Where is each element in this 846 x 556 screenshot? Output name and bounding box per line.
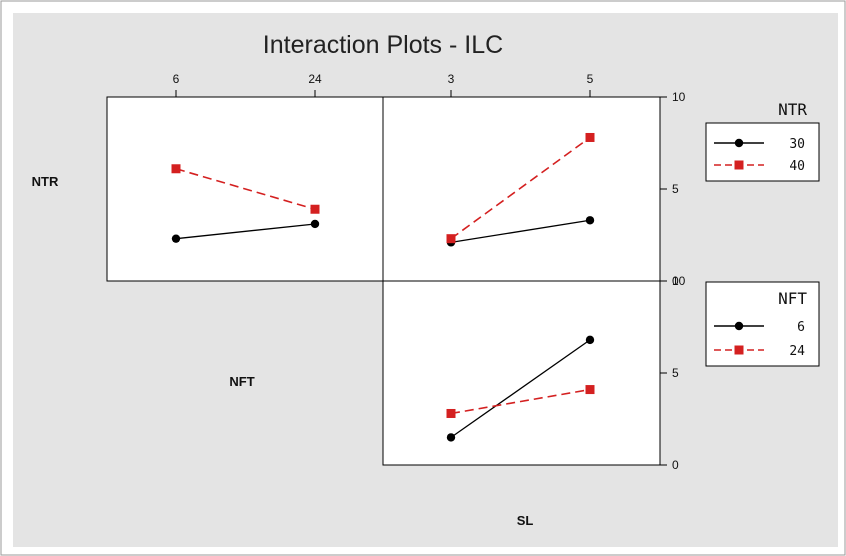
legend-marker-6	[734, 321, 744, 331]
data-point	[585, 385, 595, 395]
legend-label-30: 30	[789, 137, 805, 152]
x-tick-label-SL: 3	[448, 72, 455, 86]
series-line-24	[450, 388, 591, 415]
data-point	[585, 335, 595, 345]
legend-title: NTR	[778, 100, 807, 119]
legend-NTR: NTR 30 40	[705, 100, 820, 182]
factor-labels-layer: NTR NFT SL	[32, 174, 534, 528]
y-tick-label-bottom: 0	[672, 458, 679, 472]
x-tick-label-NFT: 6	[173, 72, 180, 86]
factor-label-SL: SL	[517, 513, 534, 528]
y-tick-label-top: 5	[672, 182, 679, 196]
data-point	[310, 204, 320, 214]
legend-title: NFT	[778, 289, 807, 308]
legend-label-40: 40	[789, 159, 805, 174]
legend-marker-24	[734, 345, 744, 355]
legend-marker-40	[734, 160, 744, 170]
chart-title: Interaction Plots - ILC	[263, 31, 503, 59]
factor-label-NTR: NTR	[32, 174, 59, 189]
panels-layer	[106, 96, 661, 466]
data-point	[446, 408, 456, 418]
panel-frame	[382, 96, 661, 282]
legend-label-24: 24	[789, 344, 805, 359]
y-tick-label-bottom: 10	[672, 274, 686, 288]
data-point	[585, 132, 595, 142]
panel-NTR-by-SL	[382, 96, 661, 282]
data-point	[446, 234, 456, 244]
data-point	[585, 216, 595, 225]
factor-label-NFT: NFT	[229, 374, 254, 389]
series-line-30	[450, 219, 591, 244]
data-point	[171, 234, 181, 243]
legend-NFT: NFT 6 24	[705, 281, 820, 367]
series-line-40	[450, 136, 591, 240]
data-point	[310, 219, 320, 229]
x-tick-label-NFT: 24	[308, 72, 322, 86]
panel-NTR-by-NFT	[106, 96, 384, 282]
panel-frame	[382, 280, 661, 466]
y-tick-label-top: 10	[672, 90, 686, 104]
legend-box	[705, 122, 820, 182]
legend-label-6: 6	[797, 320, 805, 335]
legend-marker-30	[734, 138, 744, 148]
legend-box	[705, 281, 820, 367]
data-point	[446, 433, 456, 442]
y-tick-label-top: 0	[672, 274, 679, 288]
series-line-6	[450, 339, 591, 438]
data-point	[171, 164, 181, 174]
y-tick-label-bottom: 5	[672, 366, 679, 380]
series-line-30	[175, 223, 316, 240]
legends-layer: NTR 30 40 NFT 6 24	[705, 100, 820, 367]
x-tick-label-SL: 5	[587, 72, 594, 86]
series-line-40	[175, 167, 316, 211]
panel-NFT-by-SL	[382, 280, 661, 466]
